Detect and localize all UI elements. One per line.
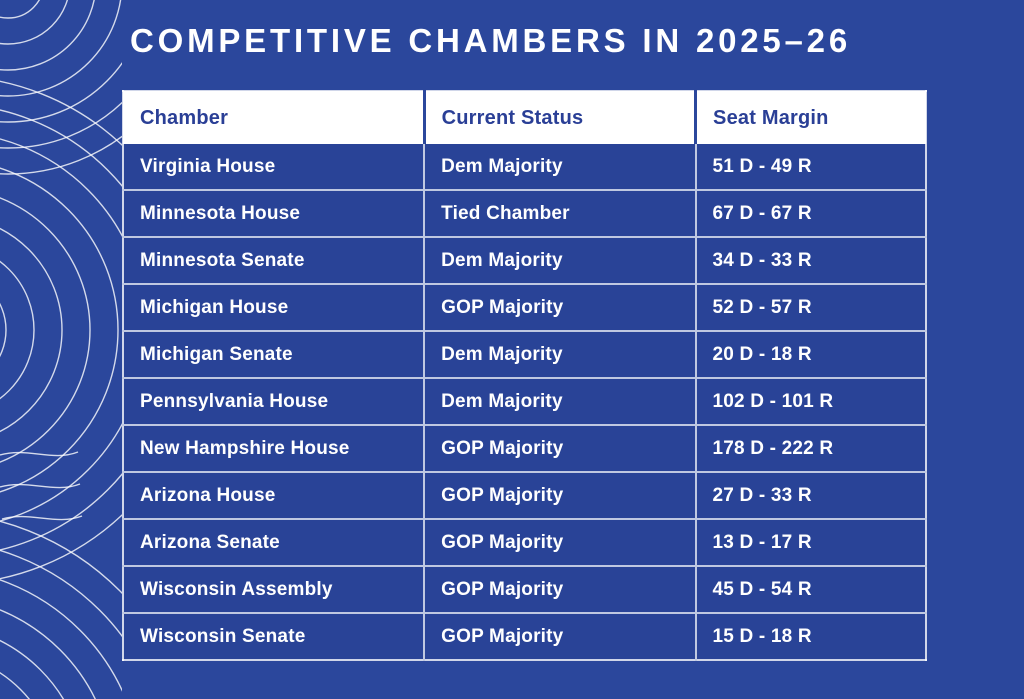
column-header-chamber: Chamber [123,91,425,144]
table-cell-margin: 51 D - 49 R [694,144,926,190]
table-cell-chamber: Arizona Senate [123,518,425,566]
table-cell-chamber: Michigan House [123,283,425,331]
topographic-lines-decoration [0,0,122,699]
column-header-current-status: Current Status [422,91,696,144]
table-row: Pennsylvania House Dem Majority 102 D - 10… [123,377,926,425]
table-cell-chamber: Wisconsin Senate [123,612,425,660]
table-cell-margin: 102 D - 101 R [694,377,926,425]
table-container: Chamber Current Status Seat Margin Virgi… [122,90,927,661]
table-cell-margin: 27 D - 33 R [694,471,926,519]
table-cell-margin: 34 D - 33 R [694,236,926,284]
table-row: Arizona Senate GOP Majority 13 D - 17 R [123,518,926,566]
column-header-seat-margin: Seat Margin [694,91,926,144]
table-cell-chamber: Virginia House [123,144,425,190]
table-cell-status: GOP Majority [423,471,696,519]
table-row: Arizona House GOP Majority 27 D - 33 R [123,471,926,519]
table-row: Wisconsin Assembly GOP Majority 45 D - 54 … [123,565,926,613]
contour-waves-middle [0,451,83,521]
table-cell-status: Dem Majority [423,236,696,284]
table-cell-chamber: Michigan Senate [123,330,425,378]
table-cell-status: Dem Majority [423,330,696,378]
competitive-chambers-table: Chamber Current Status Seat Margin Virgi… [122,90,927,661]
table-cell-margin: 67 D - 67 R [694,189,926,237]
table-cell-margin: 20 D - 18 R [694,330,926,378]
table-cell-margin: 15 D - 18 R [694,612,926,660]
table-row: Michigan House GOP Majority 52 D - 57 R [123,283,926,331]
table-cell-chamber: Pennsylvania House [123,377,425,425]
table-cell-chamber: New Hampshire House [123,424,425,472]
table-row: Wisconsin Senate GOP Majority 15 D - 18 R [123,612,926,660]
table-cell-status: Tied Chamber [423,189,696,237]
table-cell-status: GOP Majority [423,565,696,613]
table-cell-status: Dem Majority [423,144,696,190]
table-cell-margin: 178 D - 222 R [694,424,926,472]
table-cell-chamber: Minnesota House [123,189,425,237]
table-cell-chamber: Minnesota Senate [123,236,425,284]
table-row: Minnesota House Tied Chamber 67 D - 67 R [123,189,926,237]
contour-arcs-bottom [0,520,122,699]
table-cell-status: Dem Majority [423,377,696,425]
header-row: Chamber Current Status Seat Margin [123,91,926,144]
table-cell-status: GOP Majority [423,612,696,660]
table-row: Virginia House Dem Majority 51 D - 49 R [123,144,926,190]
table-cell-margin: 45 D - 54 R [694,565,926,613]
page-title: COMPETITIVE CHAMBERS IN 2025–26 [130,22,851,59]
table-body: Virginia House Dem Majority 51 D - 49 R Min… [123,144,926,660]
table-cell-status: GOP Majority [423,424,696,472]
table-cell-status: GOP Majority [423,518,696,566]
table-row: New Hampshire House GOP Majority 178 D - 2… [123,424,926,472]
table-cell-chamber: Wisconsin Assembly [123,565,425,613]
table-cell-margin: 52 D - 57 R [694,283,926,331]
contour-arcs-top [0,0,122,175]
table-row: Minnesota Senate Dem Majority 34 D - 33 R [123,236,926,284]
table-cell-status: GOP Majority [423,283,696,331]
table-row: Michigan Senate Dem Majority 20 D - 18 R [123,330,926,378]
table-cell-margin: 13 D - 17 R [694,518,926,566]
table-cell-chamber: Arizona House [123,471,425,519]
contour-arcs-middle [0,80,122,580]
